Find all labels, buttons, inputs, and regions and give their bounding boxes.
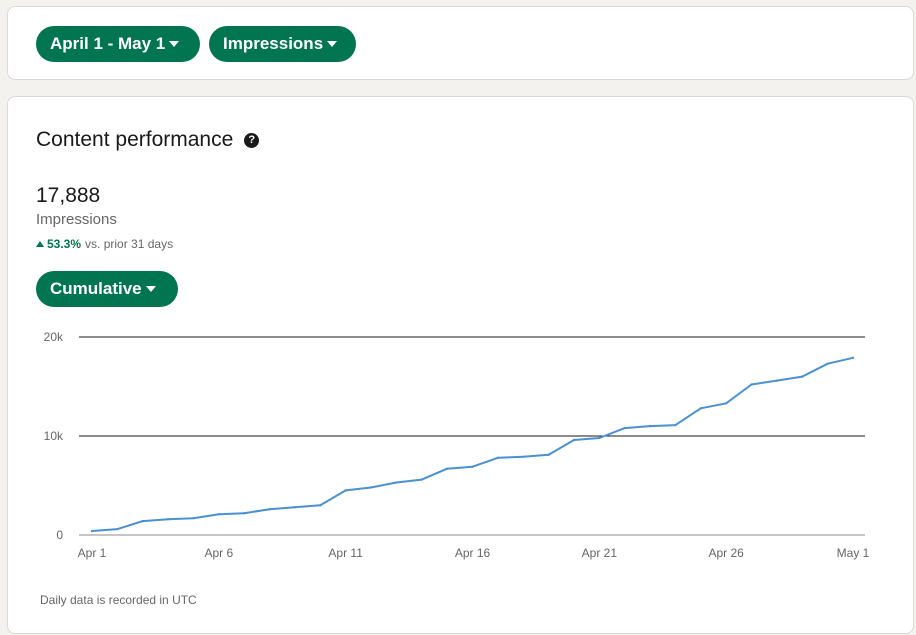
data-point: [648, 424, 652, 428]
view-mode-dropdown[interactable]: Cumulative: [36, 271, 178, 307]
metric-dropdown[interactable]: Impressions: [209, 26, 356, 62]
data-point: [801, 375, 804, 378]
x-tick-label: Apr 1: [78, 546, 107, 560]
data-point: [395, 481, 398, 484]
x-tick-label: Apr 11: [328, 546, 363, 560]
data-point: [344, 489, 347, 492]
caret-down-icon: [327, 41, 338, 47]
data-point: [598, 436, 601, 440]
x-tick-label: Apr 16: [455, 546, 491, 560]
data-point: [572, 438, 576, 442]
data-point: [166, 517, 170, 521]
data-point: [192, 516, 195, 520]
help-icon[interactable]: ?: [244, 132, 260, 148]
date-range-label: April 1 - May 1: [50, 34, 166, 53]
change-value: 53.3%: [47, 237, 82, 251]
data-point: [268, 508, 271, 511]
data-point: [116, 527, 119, 531]
data-point: [851, 356, 855, 359]
utc-footnote: Daily data is recorded in UTC: [40, 593, 197, 607]
x-tick-label: Apr 21: [582, 546, 618, 560]
data-point: [243, 512, 246, 515]
metric-label: Impressions: [223, 34, 324, 53]
triangle-up-icon: [36, 241, 44, 247]
data-point: [775, 379, 779, 382]
data-point: [674, 423, 677, 427]
change-text: vs. prior 31 days: [85, 237, 174, 251]
x-tick-label: Apr 26: [708, 546, 744, 560]
data-point: [471, 465, 474, 468]
card-title: Content performance: [36, 128, 234, 151]
y-tick-label: 10k: [44, 429, 64, 443]
x-tick-label: May 1: [837, 546, 870, 560]
y-tick-label: 0: [56, 528, 63, 542]
data-point: [369, 486, 373, 489]
impressions-line-chart: 0 10k 20k Apr 1 Apr 6 Apr 11 Apr 16 Apr 21 Apr 2…: [44, 330, 870, 560]
caret-down-icon: [169, 41, 180, 47]
card-title-row: Content performance ?: [36, 128, 260, 152]
data-point: [496, 456, 500, 459]
data-point: [623, 426, 626, 430]
data-point: [547, 453, 550, 457]
filter-card: April 1 - May 1 Impressions: [7, 6, 914, 80]
date-range-dropdown[interactable]: April 1 - May 1: [36, 26, 200, 62]
data-point: [420, 478, 423, 481]
total-label: Impressions: [36, 211, 117, 228]
data-point: [319, 504, 322, 507]
data-point: [750, 383, 753, 386]
view-mode-label: Cumulative: [50, 279, 142, 298]
total-impressions: 17,888: [36, 184, 101, 207]
data-point: [217, 513, 221, 516]
change-indicator: 53.3% vs. prior 31 days: [36, 237, 173, 251]
data-point: [699, 407, 702, 410]
data-point: [724, 402, 728, 405]
y-tick-label: 20k: [44, 330, 64, 344]
data-point: [90, 529, 94, 533]
data-point: [522, 455, 525, 458]
data-point: [445, 467, 449, 470]
data-point: [826, 362, 829, 365]
caret-down-icon: [145, 286, 156, 292]
data-point: [141, 519, 144, 523]
series-line-0: [91, 356, 854, 532]
x-tick-label: Apr 6: [204, 546, 233, 560]
data-point: [293, 506, 297, 509]
content-performance-card: Content performance ? 17,888 Impressions…: [7, 96, 914, 634]
